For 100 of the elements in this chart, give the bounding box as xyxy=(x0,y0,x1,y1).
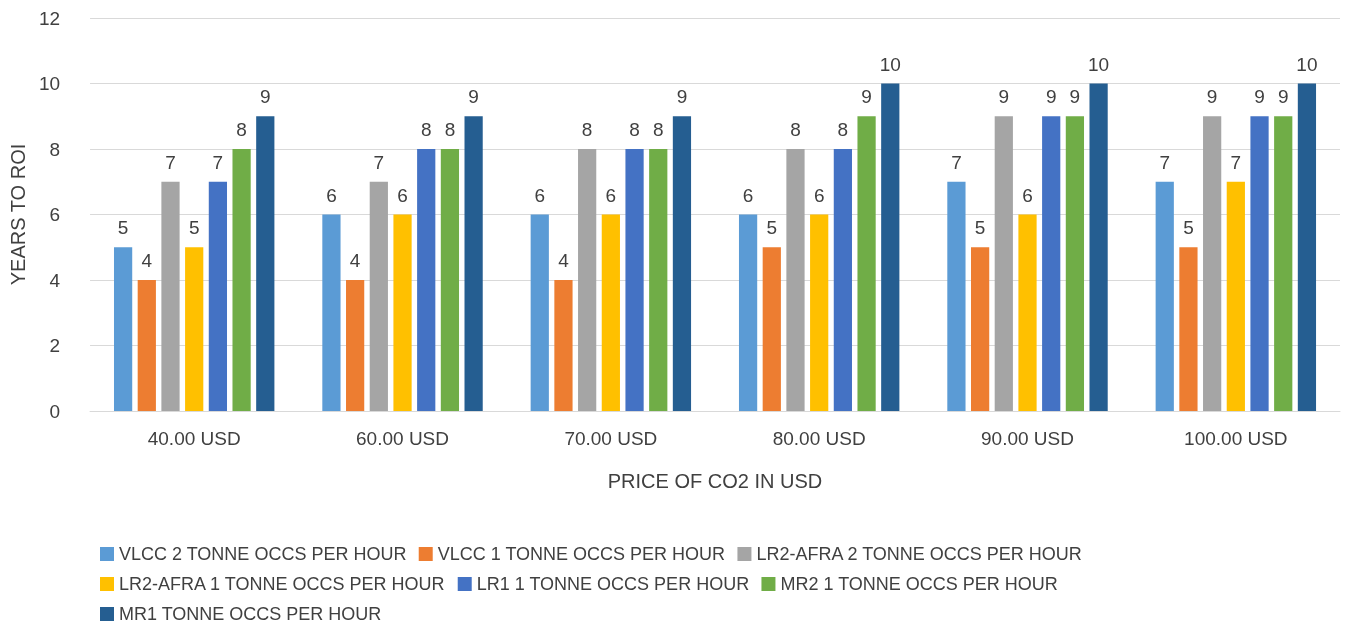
legend-label: LR2-AFRA 2 TONNE OCCS PER HOUR xyxy=(756,544,1082,564)
data-label: 8 xyxy=(629,119,640,140)
data-label: 6 xyxy=(326,184,337,206)
bar xyxy=(464,116,483,411)
bar xyxy=(738,214,758,411)
data-label: 9 xyxy=(998,86,1010,108)
bar xyxy=(601,214,620,411)
y-tick-label: 4 xyxy=(49,269,61,291)
data-label: 7 xyxy=(212,151,224,173)
data-label: 10 xyxy=(1296,53,1318,75)
legend-label: LR1 1 TONNE OCCS PER HOUR xyxy=(476,574,750,594)
bar xyxy=(208,181,228,411)
bar xyxy=(881,83,900,411)
bar xyxy=(578,149,597,411)
bar xyxy=(672,116,692,411)
data-label: 9 xyxy=(676,86,688,108)
data-label: 8 xyxy=(444,119,456,140)
bar xyxy=(346,280,365,411)
bar xyxy=(256,116,275,411)
bar xyxy=(440,149,460,411)
bar xyxy=(994,116,1013,411)
bar xyxy=(1155,181,1174,411)
data-label: 4 xyxy=(558,250,570,271)
x-tick-label: 80.00 USD xyxy=(772,428,866,449)
y-tick-label: 2 xyxy=(49,335,61,356)
data-label: 9 xyxy=(861,86,872,108)
bar xyxy=(1065,116,1085,411)
data-label: 5 xyxy=(974,217,986,239)
x-axis-title: PRICE OF CO2 IN USD xyxy=(607,470,823,492)
data-label: 6 xyxy=(1022,184,1033,206)
data-label: 4 xyxy=(349,250,361,271)
bar xyxy=(649,149,668,411)
data-label: 7 xyxy=(1159,151,1171,173)
x-tick-label: 100.00 USD xyxy=(1184,428,1288,449)
bar xyxy=(137,280,156,411)
data-label: 6 xyxy=(397,184,408,206)
data-label: 9 xyxy=(1045,86,1057,108)
bar xyxy=(833,149,852,411)
bar xyxy=(857,116,876,411)
legend-label: LR2-AFRA 1 TONNE OCCS PER HOUR xyxy=(119,574,445,594)
y-tick-label: 10 xyxy=(38,73,61,94)
bar xyxy=(1250,116,1269,411)
bar xyxy=(1274,116,1293,411)
data-label: 9 xyxy=(1206,86,1218,108)
x-tick-label: 90.00 USD xyxy=(981,428,1074,449)
data-label: 8 xyxy=(420,119,432,140)
bar xyxy=(1203,116,1222,411)
bar xyxy=(113,247,133,411)
y-axis-title: YEARS TO ROI xyxy=(7,143,29,286)
data-label: 5 xyxy=(1183,217,1194,239)
data-label: 4 xyxy=(141,250,153,271)
data-label: 6 xyxy=(605,184,617,206)
bar xyxy=(810,214,829,411)
bar xyxy=(947,181,966,411)
legend-label: VLCC 1 TONNE OCCS PER HOUR xyxy=(437,544,726,564)
bar xyxy=(1179,247,1198,411)
bar xyxy=(1226,181,1245,411)
data-label: 9 xyxy=(1277,86,1289,108)
bar xyxy=(1042,116,1061,411)
bar xyxy=(417,149,436,411)
bar xyxy=(530,214,549,411)
bar xyxy=(1297,83,1317,411)
bar xyxy=(161,181,180,411)
x-tick-label: 60.00 USD xyxy=(356,428,449,449)
bar xyxy=(1018,214,1037,411)
bar xyxy=(762,247,781,411)
data-label: 5 xyxy=(117,217,129,239)
bar xyxy=(1089,83,1108,411)
data-label: 7 xyxy=(1230,151,1242,173)
data-label: 10 xyxy=(1088,53,1110,75)
data-label: 6 xyxy=(813,184,825,206)
legend-label: MR1 TONNE OCCS PER HOUR xyxy=(119,604,382,624)
data-label: 9 xyxy=(1069,86,1081,108)
bar xyxy=(322,214,341,411)
y-tick-label: 8 xyxy=(49,138,61,160)
data-label: 10 xyxy=(879,53,901,75)
data-label: 5 xyxy=(188,217,200,239)
data-label: 6 xyxy=(534,184,546,206)
data-label: 7 xyxy=(165,151,176,173)
bar xyxy=(185,247,204,411)
x-tick-label: 40.00 USD xyxy=(147,428,241,449)
data-label: 8 xyxy=(581,119,593,140)
data-label: 9 xyxy=(1254,86,1265,108)
data-label: 7 xyxy=(373,151,385,173)
data-label: 8 xyxy=(790,119,801,140)
bar xyxy=(786,149,805,411)
data-label: 5 xyxy=(766,217,778,239)
y-tick-label: 6 xyxy=(49,204,61,225)
y-tick-label: 0 xyxy=(49,400,61,422)
bar xyxy=(554,280,573,411)
legend-label: VLCC 2 TONNE OCCS PER HOUR xyxy=(119,544,407,564)
data-label: 7 xyxy=(951,151,962,173)
x-tick-label: 70.00 USD xyxy=(564,428,658,449)
bar xyxy=(232,149,251,411)
data-label: 6 xyxy=(742,184,754,206)
legend-label: MR2 1 TONNE OCCS PER HOUR xyxy=(780,574,1058,594)
y-tick-label: 12 xyxy=(38,7,61,29)
bar xyxy=(625,149,644,411)
data-label: 8 xyxy=(837,119,849,140)
bar xyxy=(369,181,388,411)
